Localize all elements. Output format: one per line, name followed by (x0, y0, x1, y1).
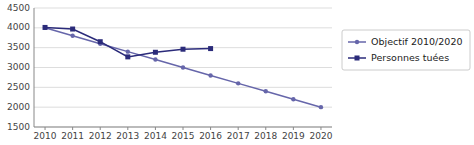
legend-marker (355, 56, 360, 61)
series-point (319, 105, 323, 109)
x-tick-label: 2014 (144, 131, 167, 141)
series-point (153, 50, 158, 55)
chart-svg: 1500 2000 2500 3000 3500 4000 4500 2010 2011 2012… (0, 0, 474, 145)
axes: 1500 2000 2500 3000 3500 4000 4500 2010 2011 2012… (7, 3, 333, 142)
grid-line (34, 27, 332, 28)
legend-label: Objectif 2010/2020 (371, 36, 463, 47)
y-tick-label: 4000 (7, 22, 30, 32)
series-point (181, 47, 186, 52)
x-tick-label: 2018 (254, 131, 277, 141)
series-line (45, 28, 321, 107)
series-point (153, 57, 157, 61)
y-tick-label: 3000 (7, 62, 30, 72)
grid-line (34, 107, 332, 108)
legend: Objectif 2010/2020 Personnes tuées (342, 30, 470, 70)
series-point (208, 73, 212, 77)
series-point (181, 65, 185, 69)
legend-frame (342, 30, 470, 70)
series-point (208, 46, 213, 51)
series-point (236, 81, 240, 85)
x-tick-label: 2017 (227, 131, 250, 141)
y-tick-label: 2500 (7, 82, 30, 92)
x-tick-label: 2010 (34, 131, 57, 141)
series-point (43, 25, 48, 30)
y-tick-label: 4500 (7, 3, 30, 13)
plot-data (43, 25, 324, 109)
series-point (43, 26, 47, 30)
series-point (70, 34, 74, 38)
grid-line (34, 8, 332, 9)
x-tick-label: 2016 (199, 131, 222, 141)
y-tick-label: 2000 (7, 102, 30, 112)
legend-label: Personnes tuées (371, 52, 449, 63)
grid-line (34, 87, 332, 88)
series-point (70, 27, 75, 32)
series-point (125, 54, 130, 59)
y-axis-line (34, 8, 35, 127)
x-axis-line (34, 127, 332, 128)
x-tick-label: 2020 (310, 131, 333, 141)
series-point (264, 89, 268, 93)
x-tick-label: 2019 (282, 131, 305, 141)
legend-marker (355, 40, 359, 44)
x-tick-label: 2012 (89, 131, 112, 141)
x-tick-label: 2013 (116, 131, 139, 141)
y-tick-label: 3500 (7, 42, 30, 52)
grid-line (34, 127, 332, 128)
y-tick-label: 1500 (7, 122, 30, 132)
series-line (45, 27, 211, 56)
x-tick-label: 2011 (61, 131, 84, 141)
series-point (291, 97, 295, 101)
x-tick-label: 2015 (172, 131, 195, 141)
series-point (126, 49, 130, 53)
chart-container: 1500 2000 2500 3000 3500 4000 4500 2010 2011 2012… (0, 0, 474, 145)
series-point (98, 39, 103, 44)
